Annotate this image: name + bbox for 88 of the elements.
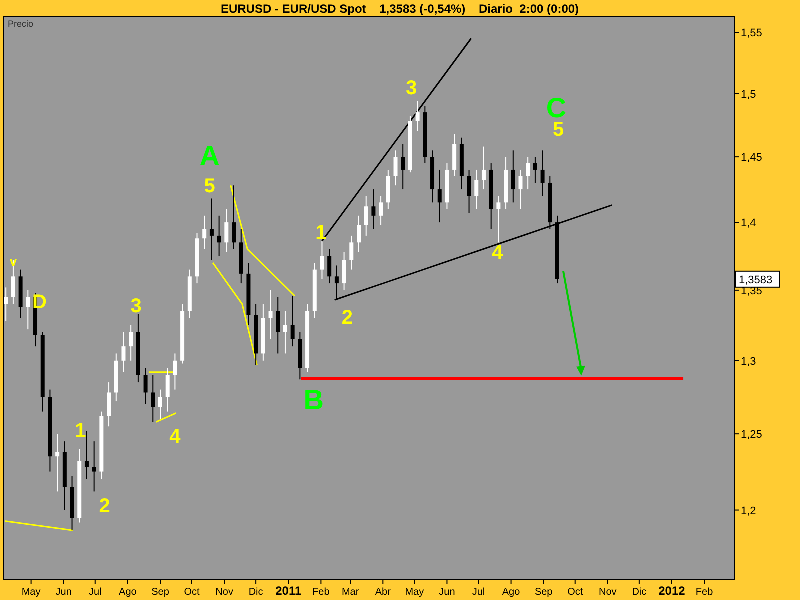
x-tick-label: Ago: [502, 587, 521, 598]
candlestick: [320, 240, 324, 280]
annotation: 5: [204, 176, 216, 198]
x-tick-label: Dic: [632, 587, 647, 598]
candlestick: [144, 368, 148, 405]
y-tick-label: 1,25: [741, 429, 762, 442]
text: 1,3583: [739, 274, 773, 286]
annotation: 3: [130, 296, 142, 318]
candlestick: [56, 434, 60, 492]
x-tick-label: Abr: [375, 587, 392, 598]
candlestick: [482, 146, 486, 190]
x-tick-label: 2011: [276, 584, 302, 598]
candlestick: [122, 332, 126, 373]
x-tick-label: Nov: [599, 587, 617, 598]
annotation: B: [304, 384, 324, 416]
candlestick: [379, 196, 384, 226]
candlestick: [342, 252, 346, 291]
annotation: 2: [342, 306, 354, 329]
x-tick-label: Feb: [312, 587, 330, 598]
x-tick-label: Nov: [216, 587, 234, 598]
candlestick: [202, 215, 207, 250]
candlestick: [217, 215, 222, 257]
annotation: A: [200, 140, 220, 172]
annotation: 4: [170, 426, 182, 448]
y-tick-label: 1,2: [741, 505, 756, 518]
candlestick: [4, 287, 8, 322]
x-tick-label: Ago: [119, 587, 138, 598]
x-tick-label: Jul: [88, 587, 102, 598]
candlestick: [401, 144, 406, 190]
candlestick: [129, 324, 134, 362]
y-tick-label: 1,3: [741, 356, 756, 368]
x-tick-label: Jun: [439, 587, 456, 598]
candlestick: [268, 290, 273, 340]
x-tick-label: Sep: [534, 587, 554, 598]
x-tick-label: Dic: [248, 587, 264, 598]
candlestick: [496, 196, 501, 244]
x-tick-label: Jul: [472, 587, 486, 598]
candlestick: [394, 150, 398, 186]
candlestick: [474, 169, 479, 210]
candlestick: [526, 156, 530, 190]
candlestick: [540, 150, 545, 197]
candlestick: [107, 382, 112, 428]
x-tick-label: Oct: [568, 587, 584, 598]
x-tick-label: Oct: [184, 587, 200, 598]
candlestick: [173, 353, 178, 390]
candlestick: [224, 208, 229, 253]
y-tick-label: 1,5: [741, 88, 756, 101]
y-tick-label: 1,45: [741, 152, 762, 164]
annotation: 1: [316, 222, 327, 244]
candlestick: [350, 235, 354, 270]
y-tick-label: 1,4: [741, 218, 756, 230]
candlestick: [467, 169, 472, 214]
candlestick: [92, 441, 96, 492]
x-tick-label: Feb: [696, 587, 714, 598]
candlestick: [232, 185, 236, 250]
candlestick: [511, 150, 516, 204]
candlestick: [533, 156, 538, 184]
candlestick: [84, 430, 89, 480]
candlestick: [276, 296, 280, 354]
x-tick-label: May: [405, 587, 424, 598]
candlestick: [11, 260, 16, 305]
x-tick-label: Mar: [342, 587, 360, 598]
candlestick: [151, 374, 156, 423]
candlestick: [283, 310, 288, 354]
candlestick: [518, 169, 523, 210]
candlestick: [372, 189, 376, 230]
candlestick: [210, 198, 214, 261]
annotation: v: [10, 254, 18, 270]
chart-title: EURUSD - EUR/USD Spot 1,3583 (-0,54%) Diario 2:00 (0:00): [220, 2, 580, 16]
annotation: 1: [75, 420, 86, 442]
y-tick-label: 1,55: [741, 28, 762, 40]
candlestick: [26, 290, 30, 330]
annotation: 2: [99, 496, 110, 518]
candlestick: [328, 248, 332, 284]
annotation: Precio: [8, 19, 34, 29]
candlestick: [356, 215, 361, 253]
candlestick: [364, 196, 368, 236]
candlestick: [166, 368, 170, 412]
candlestick: [158, 389, 162, 420]
x-tick-label: Jun: [56, 587, 72, 598]
annotation: 3: [406, 78, 418, 100]
candlestick: [416, 100, 420, 132]
annotation: 4: [492, 242, 504, 264]
x-tick-label: Sep: [152, 587, 170, 598]
candlestick: [438, 169, 442, 224]
candlestick: [290, 295, 295, 348]
x-tick-label: May: [22, 587, 41, 598]
x-tick-label: 2012: [658, 584, 686, 598]
